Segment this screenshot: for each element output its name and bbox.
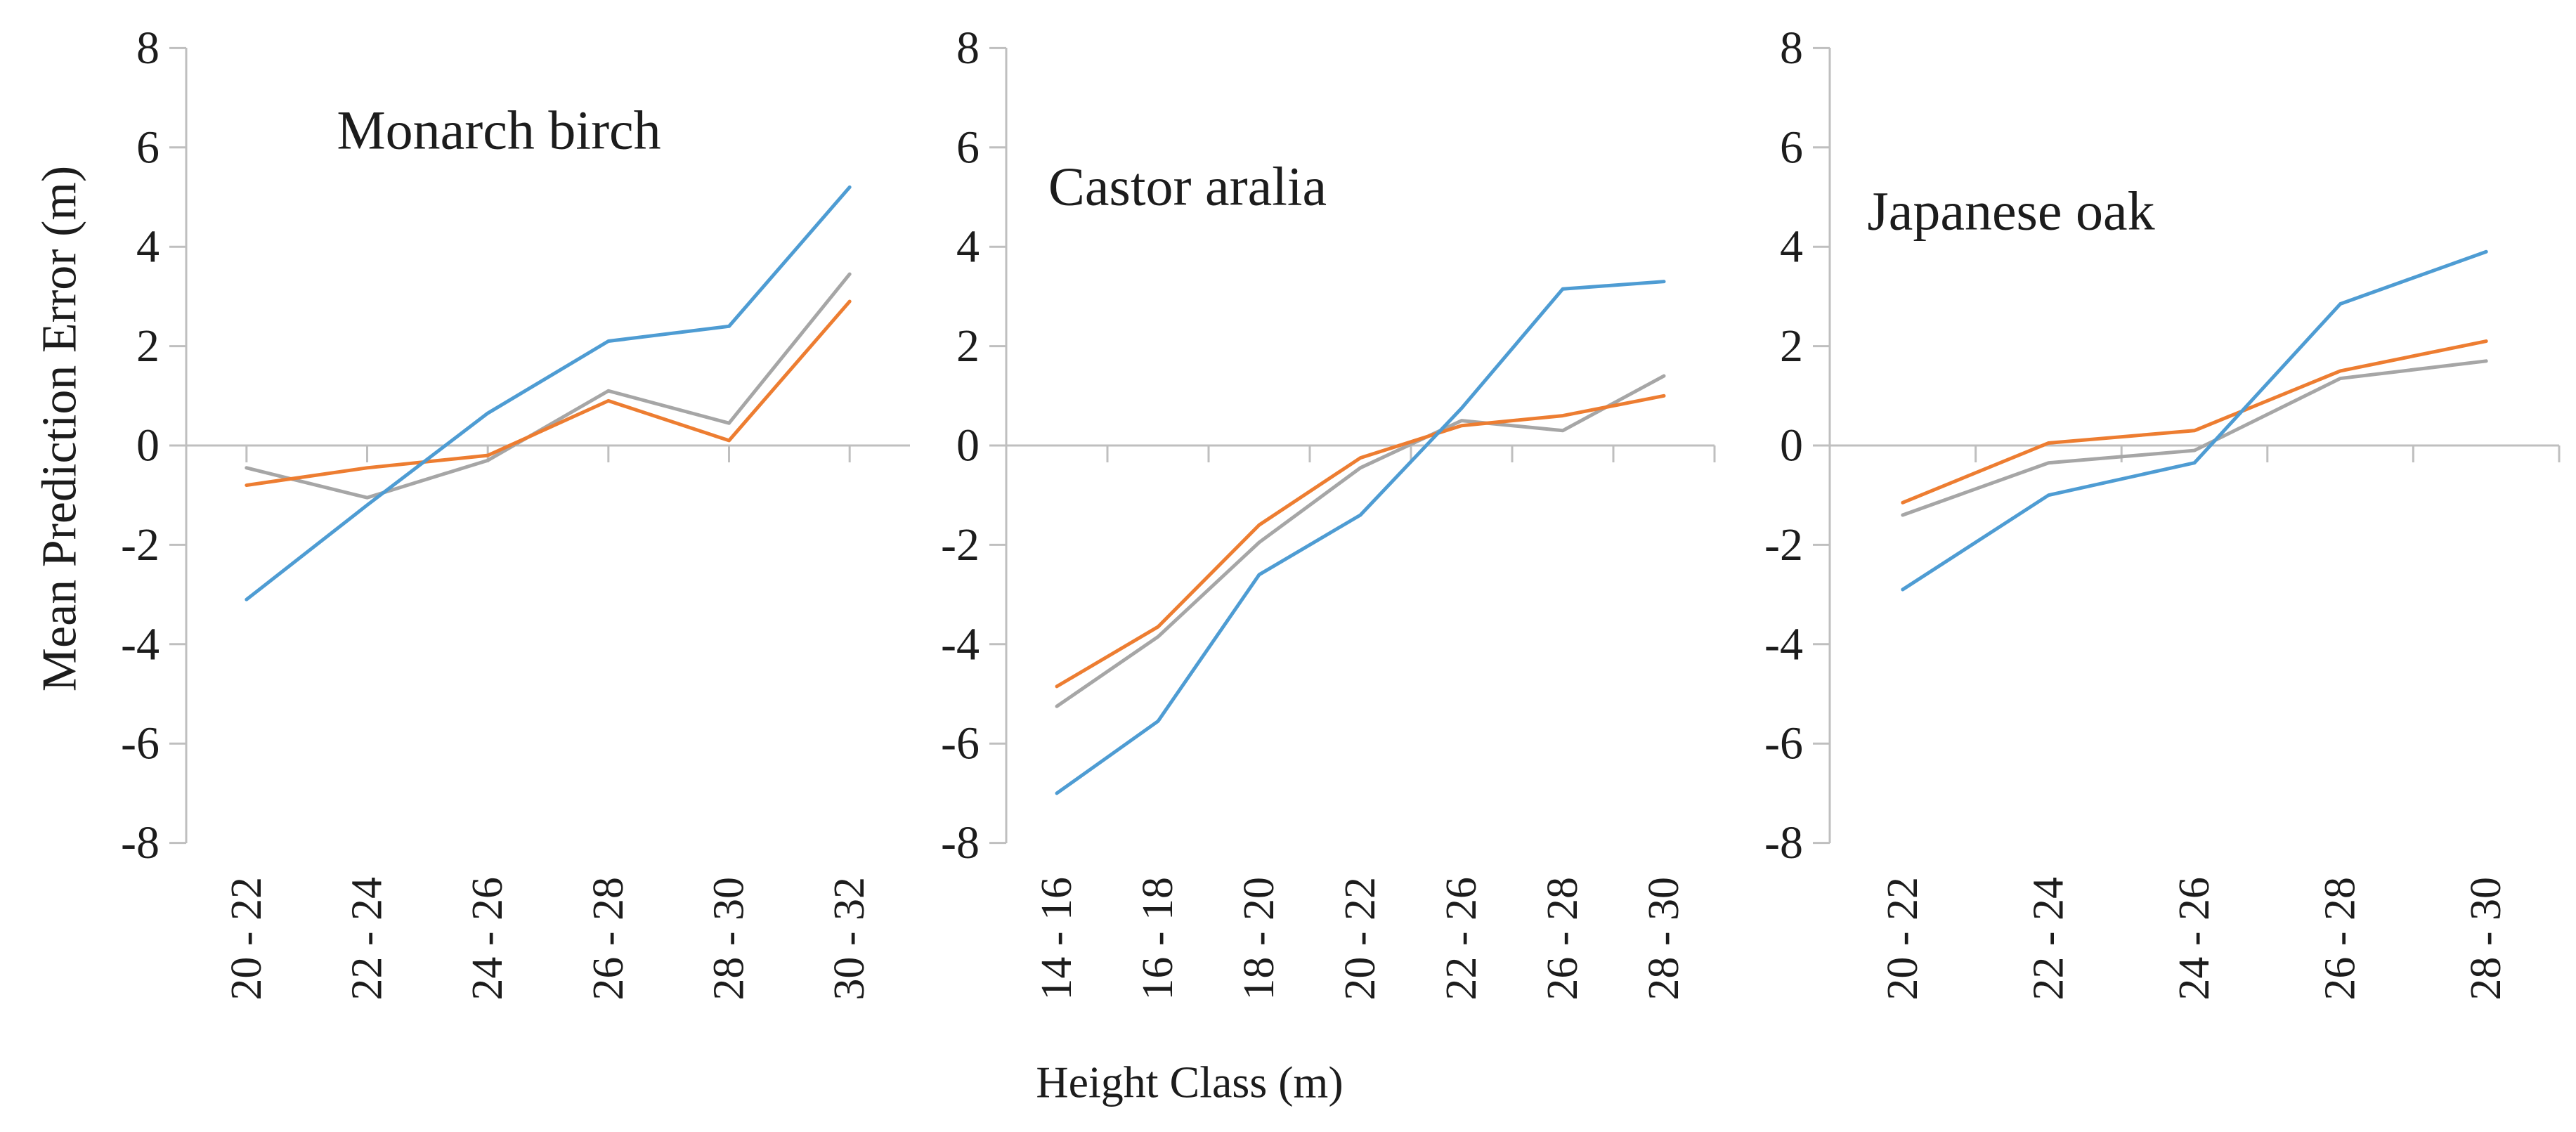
- y-tick-label: -6: [1764, 718, 1803, 769]
- y-tick-label: 8: [136, 22, 160, 74]
- x-tick-label: 26 - 28: [1539, 877, 1587, 1001]
- y-tick-label: 6: [956, 122, 980, 173]
- y-tick-label: -2: [941, 519, 980, 571]
- x-tick-label: 24 - 26: [464, 877, 512, 1001]
- x-tick-label: 28 - 30: [2462, 877, 2510, 1001]
- x-tick-label: 26 - 28: [2317, 877, 2364, 1001]
- series-line-gray: [1055, 374, 1666, 708]
- series-line-blue: [1901, 249, 2488, 592]
- chart-panel-0: 8 6 4 2 0 -2 -4 -6 -8 20 - 22 22 - 24 24 - 26 26 - 2…: [121, 22, 910, 1001]
- y-tick-label: 6: [136, 122, 160, 173]
- x-tick-label: 14 - 16: [1033, 877, 1081, 1001]
- x-tick-label: 30 - 32: [826, 877, 873, 1001]
- y-tick-label: 0: [136, 420, 160, 471]
- x-tick-label: 22 - 26: [1438, 877, 1485, 1001]
- y-tick-label: -4: [1764, 618, 1803, 670]
- chart-title: Monarch birch: [337, 100, 661, 161]
- chart-title: Castor aralia: [1048, 156, 1327, 217]
- y-tick-label: -4: [121, 618, 160, 670]
- x-tick-label: 26 - 28: [585, 877, 632, 1001]
- series-line-blue: [1055, 280, 1666, 795]
- y-axis-title: Mean Prediction Error (m): [33, 166, 87, 691]
- y-tick-label: 4: [1780, 221, 1803, 273]
- x-tick-label: 22 - 24: [2024, 877, 2072, 1001]
- y-tick-label: 4: [956, 221, 980, 273]
- y-tick-label: -8: [941, 817, 980, 868]
- x-tick-label: 24 - 26: [2171, 877, 2218, 1001]
- x-tick-label: 28 - 30: [1640, 877, 1688, 1001]
- y-tick-label: -2: [121, 519, 160, 571]
- chart-panel-2: 8 6 4 2 0 -2 -4 -6 -8 20 - 22 22 - 24 24 - 26 26 - 2…: [1764, 22, 2561, 1001]
- series-line-gray: [245, 272, 852, 500]
- x-tick-label: 20 - 22: [1879, 877, 1927, 1001]
- y-tick-label: 8: [956, 22, 980, 74]
- x-tick-label: 22 - 24: [344, 877, 391, 1001]
- y-tick-label: 4: [136, 221, 160, 273]
- x-axis-title: Height Class (m): [1036, 1058, 1343, 1107]
- chart-panel-1: 8 6 4 2 0 -2 -4 -6 -8 14 - 16 16 - 18 18 - 20 20 - 2…: [941, 22, 1716, 1001]
- y-tick-label: 0: [1780, 420, 1803, 471]
- y-tick-label: -8: [1764, 817, 1803, 868]
- x-tick-label: 18 - 20: [1235, 877, 1283, 1001]
- series-line-orange: [1901, 339, 2488, 505]
- y-tick-label: -6: [121, 718, 160, 769]
- chart-title: Japanese oak: [1867, 181, 2154, 242]
- y-tick-label: 2: [136, 320, 160, 372]
- x-tick-label: 16 - 18: [1134, 877, 1182, 1001]
- x-tick-label: 28 - 30: [705, 877, 753, 1001]
- series-line-orange: [1055, 393, 1666, 689]
- y-tick-label: -8: [121, 817, 160, 868]
- series-line-gray: [1901, 359, 2488, 517]
- x-tick-label: 20 - 22: [1336, 877, 1384, 1001]
- y-tick-label: 2: [956, 320, 980, 372]
- y-tick-label: 8: [1780, 22, 1803, 74]
- series-line-orange: [245, 299, 852, 488]
- y-tick-label: -6: [941, 718, 980, 769]
- y-tick-label: 2: [1780, 320, 1803, 372]
- series-line-blue: [245, 185, 852, 601]
- y-tick-label: -2: [1764, 519, 1803, 571]
- y-tick-label: 6: [1780, 122, 1803, 173]
- x-tick-label: 20 - 22: [223, 877, 271, 1001]
- y-tick-label: -4: [941, 618, 980, 670]
- y-tick-label: 0: [956, 420, 980, 471]
